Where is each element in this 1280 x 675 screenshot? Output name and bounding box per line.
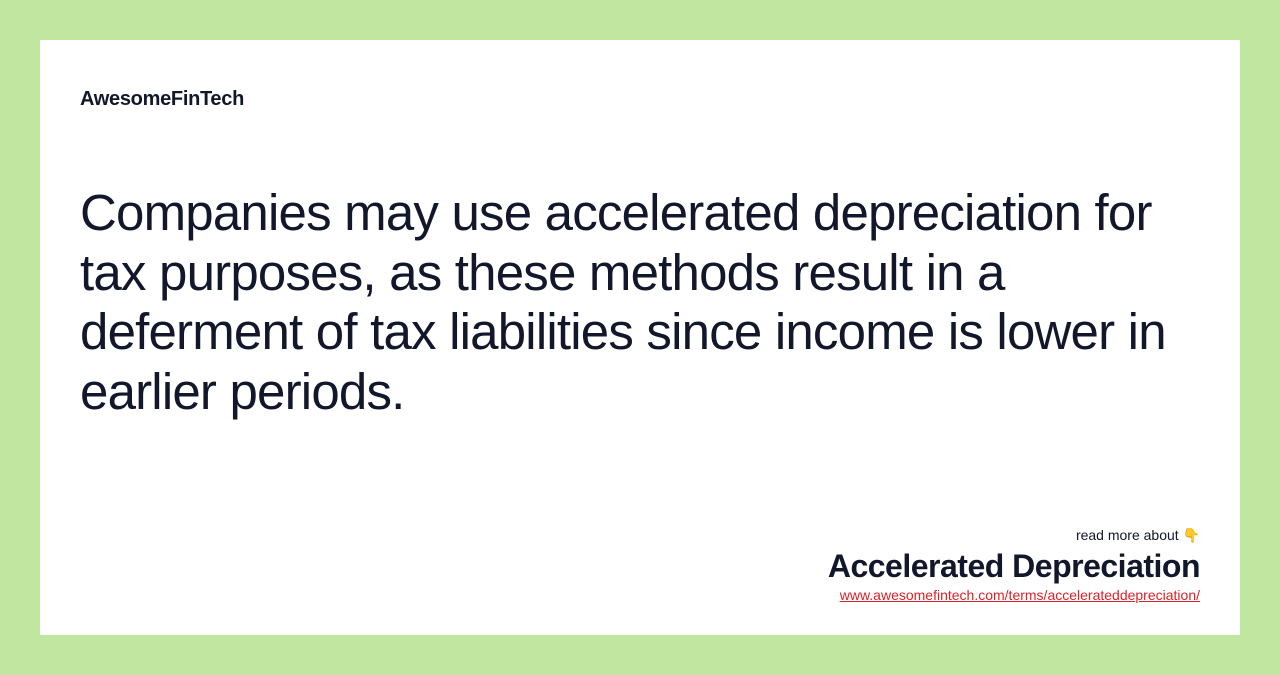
read-more-label: read more about 👇 <box>828 527 1200 544</box>
brand-logo-text: AwesomeFinTech <box>80 88 1200 111</box>
footer-section: read more about 👇 Accelerated Depreciati… <box>828 527 1200 605</box>
term-title: Accelerated Depreciation <box>828 548 1200 585</box>
content-card: AwesomeFinTech Companies may use acceler… <box>40 40 1240 635</box>
main-quote-text: Companies may use accelerated depreciati… <box>80 183 1200 422</box>
term-link[interactable]: www.awesomefintech.com/terms/accelerated… <box>840 587 1200 603</box>
